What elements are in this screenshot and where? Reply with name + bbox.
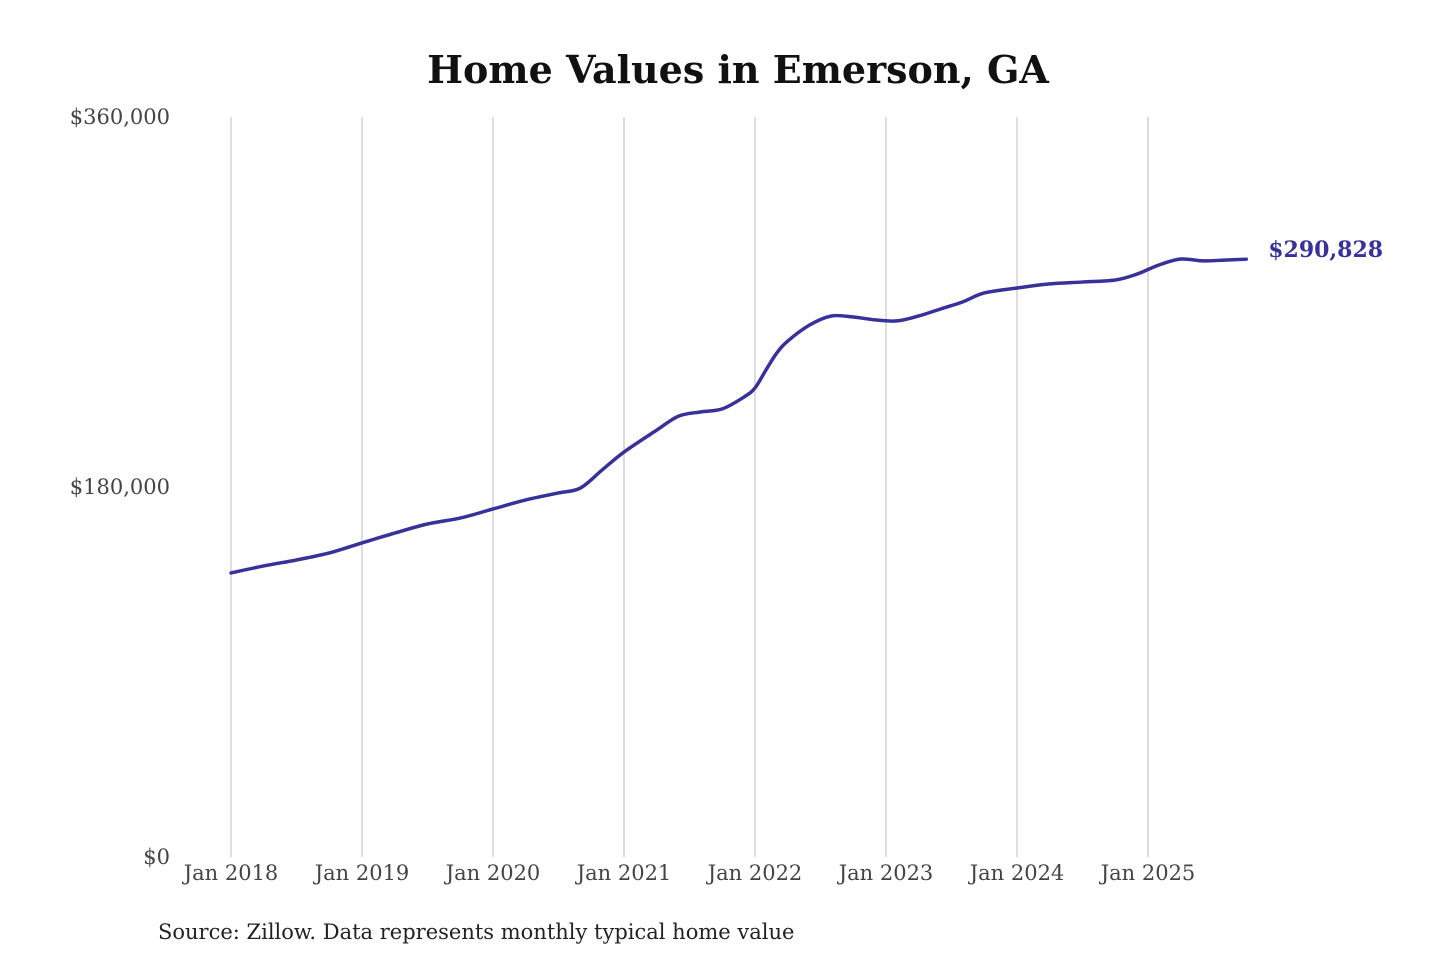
x-tick-label: Jan 2018 bbox=[182, 861, 279, 885]
y-tick-label: $180,000 bbox=[70, 475, 170, 499]
x-tick-label: Jan 2019 bbox=[313, 861, 410, 885]
gridlines bbox=[230, 117, 1149, 857]
y-tick-label: $0 bbox=[143, 845, 170, 869]
x-tick-label: Jan 2023 bbox=[837, 861, 934, 885]
x-tick-label: Jan 2025 bbox=[1099, 861, 1196, 885]
x-tick-label: Jan 2022 bbox=[706, 861, 803, 885]
y-tick-label: $360,000 bbox=[70, 105, 170, 129]
x-tick-label: Jan 2021 bbox=[575, 861, 672, 885]
chart-title: Home Values in Emerson, GA bbox=[427, 47, 1049, 92]
x-axis: Jan 2018 Jan 2019 Jan 2020 Jan 2021 Jan 2022… bbox=[182, 861, 1196, 885]
y-axis: $0 $180,000 $360,000 bbox=[70, 105, 170, 869]
source-note: Source: Zillow. Data represents monthly … bbox=[158, 920, 794, 944]
end-value-label: $290,828 bbox=[1268, 237, 1383, 263]
series-line bbox=[229, 257, 1248, 575]
x-tick-label: Jan 2024 bbox=[968, 861, 1065, 885]
x-tick-label: Jan 2020 bbox=[444, 861, 541, 885]
